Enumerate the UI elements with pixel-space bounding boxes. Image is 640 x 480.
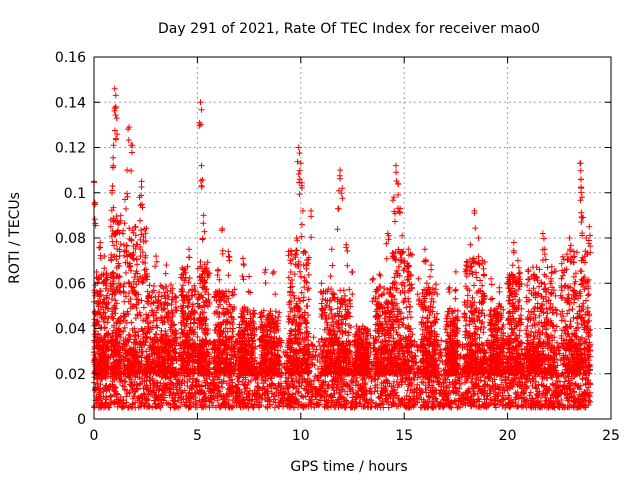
x-axis: 0 5 10 15 20 25: [90, 57, 620, 444]
x-tick-label: 20: [499, 428, 517, 444]
grid-lines: [94, 57, 611, 419]
y-tick-label: 0.08: [55, 231, 86, 247]
x-tick-label: 0: [90, 428, 99, 444]
y-tick-label: 0: [77, 412, 86, 428]
y-tick-label: 0.16: [55, 50, 86, 66]
y-axis: 0 0.02 0.04 0.06 0.08 0.1 0.12 0.14 0.16: [55, 50, 611, 428]
y-tick-label: 0.14: [55, 95, 86, 111]
roti-series-markers: [91, 85, 594, 411]
x-tick-label: 15: [395, 428, 413, 444]
y-tick-label: 0.04: [55, 322, 86, 338]
x-tick-label: 5: [193, 428, 202, 444]
x-tick-label: 25: [602, 428, 620, 444]
data-points: [91, 85, 594, 411]
y-axis-label: ROTI / TECUs: [7, 192, 23, 284]
x-tick-label: 10: [292, 428, 310, 444]
x-axis-label: GPS time / hours: [290, 459, 407, 475]
y-tick-label: 0.02: [55, 367, 86, 383]
y-tick-label: 0.12: [55, 141, 86, 157]
y-tick-label: 0.06: [55, 276, 86, 292]
y-tick-label: 0.1: [64, 186, 86, 202]
chart-title: Day 291 of 2021, Rate Of TEC Index for r…: [158, 21, 540, 37]
